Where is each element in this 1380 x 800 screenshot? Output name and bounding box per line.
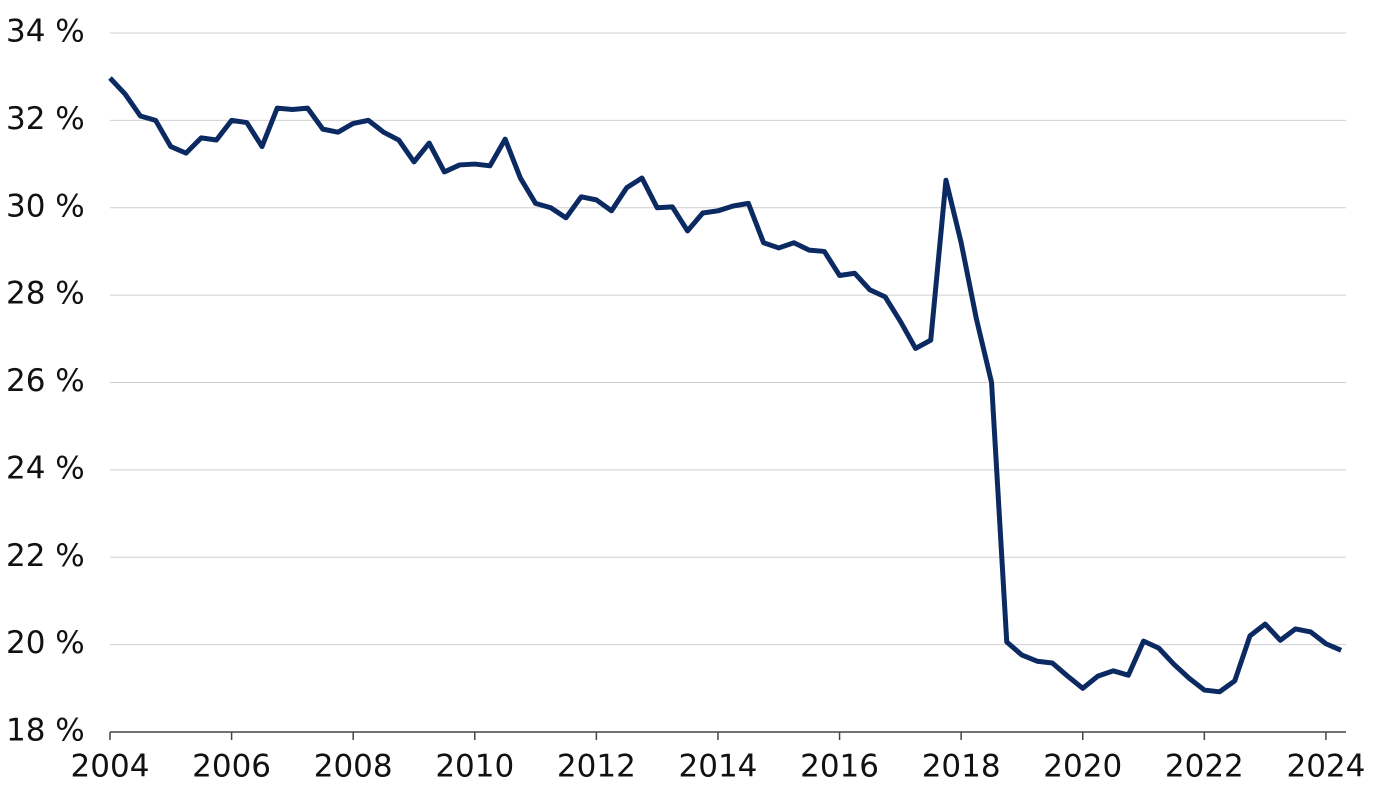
y-tick-label: 18 % — [6, 713, 85, 749]
x-tick-label: 2004 — [71, 749, 150, 785]
y-tick-label: 34 % — [6, 14, 85, 50]
y-tick-label: 20 % — [6, 625, 85, 661]
line-series — [108, 76, 1343, 695]
x-tick-label: 2016 — [800, 749, 879, 785]
x-tick-label: 2020 — [1043, 749, 1122, 785]
y-tick-label: 26 % — [6, 363, 85, 399]
x-tick-label: 2014 — [679, 749, 758, 785]
x-tick-label: 2024 — [1286, 749, 1365, 785]
x-tick-label: 2022 — [1165, 749, 1244, 785]
x-tick-label: 2018 — [922, 749, 1001, 785]
y-tick-label: 28 % — [6, 276, 85, 312]
y-tick-label: 22 % — [6, 538, 85, 574]
y-tick-label: 32 % — [6, 101, 85, 137]
x-tick-label: 2006 — [192, 749, 271, 785]
y-tick-label: 30 % — [6, 188, 85, 224]
y-tick-label: 24 % — [6, 450, 85, 486]
x-tick-label: 2012 — [557, 749, 636, 785]
x-tick-label: 2010 — [435, 749, 514, 785]
x-tick-label: 2008 — [314, 749, 393, 785]
